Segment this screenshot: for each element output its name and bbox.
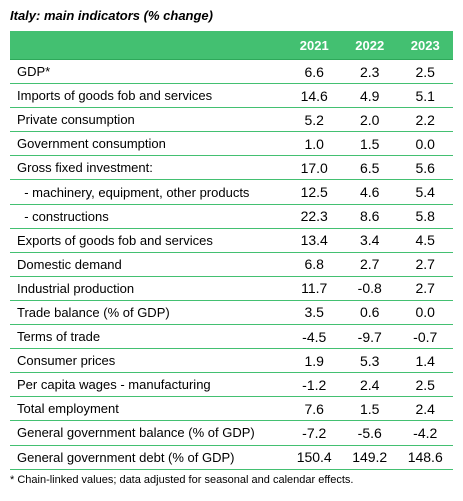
row-label: Gross fixed investment:	[10, 155, 287, 181]
row-value-2023: 2.5	[397, 372, 453, 398]
row-label: Imports of goods fob and services	[10, 83, 287, 109]
row-value-2021: 12.5	[286, 179, 342, 205]
row-value-2023: 0.0	[397, 131, 453, 157]
table-row: General government balance (% of GDP) -7.…	[10, 420, 453, 446]
row-value-2022: 4.6	[341, 179, 398, 205]
table-row: Per capita wages - manufacturing -1.2 2.4 2…	[10, 372, 453, 398]
row-label: General government balance (% of GDP)	[10, 420, 287, 446]
row-value-2023: 5.1	[397, 83, 453, 109]
row-value-2021: 17.0	[286, 155, 342, 181]
footnote: * Chain-linked values; data adjusted for…	[10, 474, 354, 486]
header-row: 2021 2022 2023	[10, 31, 453, 60]
row-label: Government consumption	[10, 131, 287, 157]
row-label: Domestic demand	[10, 252, 287, 277]
row-label: Consumer prices	[10, 348, 287, 374]
row-label: Terms of trade	[10, 324, 287, 350]
row-label: - machinery, equipment, other products	[10, 179, 287, 205]
row-value-2023: 5.8	[397, 204, 453, 229]
table-title: Italy: main indicators (% change)	[10, 8, 213, 23]
row-value-2022: 2.7	[341, 252, 398, 277]
row-value-2022: 2.4	[341, 372, 398, 398]
row-value-2023: 5.6	[397, 155, 453, 181]
row-value-2022: 1.5	[341, 131, 398, 157]
row-label: Per capita wages - manufacturing	[10, 372, 287, 398]
row-value-2021: 11.7	[286, 276, 342, 301]
table-row: GDP* 6.6 2.3 2.5	[10, 58, 453, 85]
row-label: GDP*	[10, 58, 287, 85]
row-value-2023: 4.5	[397, 228, 453, 253]
row-value-2022: 3.4	[341, 228, 398, 253]
row-label: Exports of goods fob and services	[10, 228, 287, 253]
table-row: Total employment 7.6 1.5 2.4	[10, 396, 453, 422]
row-value-2021: 7.6	[286, 396, 342, 422]
row-label: Private consumption	[10, 107, 287, 133]
row-value-2023: -4.2	[397, 420, 453, 446]
table-row: Trade balance (% of GDP) 3.5 0.6 0.0	[10, 300, 453, 326]
row-value-2023: 2.7	[397, 252, 453, 277]
row-value-2021: 150.4	[286, 445, 342, 470]
row-value-2021: 13.4	[286, 228, 342, 253]
table-row: Exports of goods fob and services 13.4 3.4…	[10, 228, 453, 253]
row-value-2022: 6.5	[341, 155, 398, 181]
row-label: Trade balance (% of GDP)	[10, 300, 287, 326]
row-value-2022: 8.6	[341, 204, 398, 229]
row-value-2022: 4.9	[341, 83, 398, 109]
table-row: Private consumption 5.2 2.0 2.2	[10, 107, 453, 133]
table-row: Terms of trade -4.5 -9.7 -0.7	[10, 324, 453, 350]
header-label-cell	[10, 31, 287, 60]
row-value-2023: 2.7	[397, 276, 453, 301]
row-value-2023: 2.4	[397, 396, 453, 422]
row-value-2022: 5.3	[341, 348, 398, 374]
table-row: Domestic demand 6.8 2.7 2.7	[10, 252, 453, 277]
row-value-2021: 22.3	[286, 204, 342, 229]
row-value-2023: 148.6	[397, 445, 453, 470]
row-value-2023: 2.5	[397, 58, 453, 85]
header-year: 2022	[341, 31, 398, 60]
row-value-2022: -5.6	[341, 420, 398, 446]
row-value-2021: 3.5	[286, 300, 342, 326]
row-value-2022: 1.5	[341, 396, 398, 422]
table-row: - machinery, equipment, other products 12…	[10, 179, 453, 205]
row-value-2021: 6.6	[286, 58, 342, 85]
row-value-2021: 5.2	[286, 107, 342, 133]
row-value-2021: 1.0	[286, 131, 342, 157]
table-row: - constructions 22.3 8.6 5.8	[10, 204, 453, 229]
row-value-2023: 1.4	[397, 348, 453, 374]
header-year: 2023	[397, 31, 453, 60]
row-value-2022: -9.7	[341, 324, 398, 350]
indicators-table: 2021 2022 2023 GDP* 6.6 2.3 2.5 Imports of g…	[10, 31, 453, 470]
table-row: Gross fixed investment: 17.0 6.5 5.6	[10, 155, 453, 181]
row-label: General government debt (% of GDP)	[10, 445, 287, 470]
table-row: Imports of goods fob and services 14.6 4.9…	[10, 83, 453, 109]
row-value-2022: 0.6	[341, 300, 398, 326]
row-label: - constructions	[10, 204, 287, 229]
row-value-2022: 2.0	[341, 107, 398, 133]
row-value-2023: 5.4	[397, 179, 453, 205]
row-value-2021: -1.2	[286, 372, 342, 398]
row-value-2023: -0.7	[397, 324, 453, 350]
row-value-2022: 2.3	[341, 58, 398, 85]
row-value-2021: 14.6	[286, 83, 342, 109]
row-label: Total employment	[10, 396, 287, 422]
row-value-2021: 6.8	[286, 252, 342, 277]
table-row: Consumer prices 1.9 5.3 1.4	[10, 348, 453, 374]
table-row: Industrial production 11.7 -0.8 2.7	[10, 276, 453, 301]
row-value-2022: -0.8	[341, 276, 398, 301]
row-value-2023: 0.0	[397, 300, 453, 326]
row-value-2021: -4.5	[286, 324, 342, 350]
row-label: Industrial production	[10, 276, 287, 301]
row-value-2023: 2.2	[397, 107, 453, 133]
header-year: 2021	[286, 31, 342, 60]
table-row: General government debt (% of GDP) 150.4 1…	[10, 445, 453, 470]
indicators-table-container: 2021 2022 2023 GDP* 6.6 2.3 2.5 Imports of g…	[10, 31, 453, 470]
table-row: Government consumption 1.0 1.5 0.0	[10, 131, 453, 157]
row-value-2022: 149.2	[341, 445, 398, 470]
row-value-2021: 1.9	[286, 348, 342, 374]
row-value-2021: -7.2	[286, 420, 342, 446]
